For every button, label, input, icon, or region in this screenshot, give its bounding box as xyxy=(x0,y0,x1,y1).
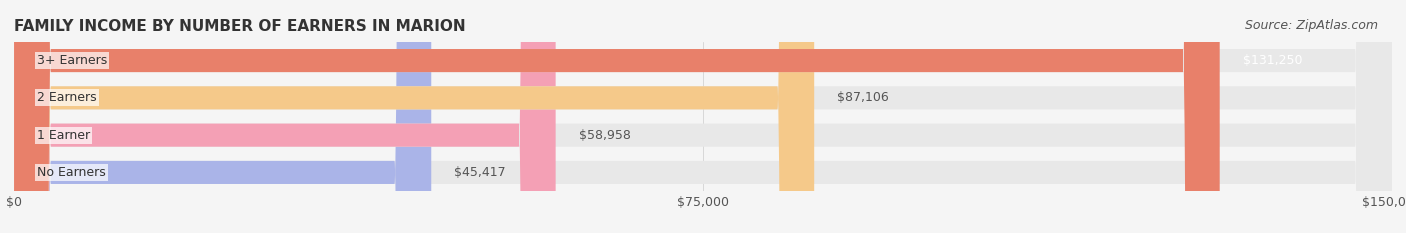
Text: $131,250: $131,250 xyxy=(1243,54,1302,67)
FancyBboxPatch shape xyxy=(14,0,1219,233)
FancyBboxPatch shape xyxy=(14,0,1392,233)
FancyBboxPatch shape xyxy=(14,0,555,233)
Text: $87,106: $87,106 xyxy=(837,91,889,104)
FancyBboxPatch shape xyxy=(14,0,814,233)
FancyBboxPatch shape xyxy=(14,0,432,233)
FancyBboxPatch shape xyxy=(14,0,1392,233)
Text: 1 Earner: 1 Earner xyxy=(37,129,90,142)
Text: FAMILY INCOME BY NUMBER OF EARNERS IN MARION: FAMILY INCOME BY NUMBER OF EARNERS IN MA… xyxy=(14,19,465,34)
Text: $58,958: $58,958 xyxy=(579,129,630,142)
Text: No Earners: No Earners xyxy=(37,166,105,179)
FancyBboxPatch shape xyxy=(14,0,1392,233)
Text: $45,417: $45,417 xyxy=(454,166,506,179)
FancyBboxPatch shape xyxy=(14,0,1392,233)
Text: 2 Earners: 2 Earners xyxy=(37,91,97,104)
Text: Source: ZipAtlas.com: Source: ZipAtlas.com xyxy=(1244,19,1378,32)
Text: 3+ Earners: 3+ Earners xyxy=(37,54,107,67)
